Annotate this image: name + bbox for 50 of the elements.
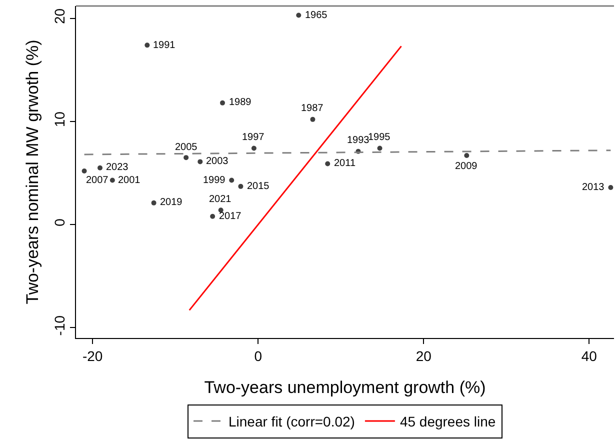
point — [608, 184, 614, 190]
annotation: 2017 — [219, 211, 242, 222]
y-tick-label: 0 — [51, 218, 68, 226]
point — [198, 159, 203, 164]
point — [377, 146, 382, 151]
point — [98, 165, 102, 170]
annotation: 2023 — [106, 162, 129, 173]
point — [238, 184, 244, 189]
annotation: 2007 — [86, 175, 109, 186]
annotation: 2003 — [206, 156, 229, 167]
annotation: 2013 — [582, 182, 605, 193]
annotation: 1965 — [305, 10, 328, 21]
annotation: 1989 — [229, 97, 252, 108]
annotation: 2021 — [209, 194, 232, 205]
point — [210, 214, 216, 219]
legend-label: Linear fit (corr=0.02) — [228, 413, 355, 430]
annotation: 2019 — [160, 197, 183, 208]
annotation: 2001 — [118, 175, 141, 186]
point — [82, 168, 87, 174]
y-tick-label: -10 — [51, 315, 68, 336]
annotation: 1995 — [368, 132, 391, 143]
point — [229, 178, 234, 183]
y-tick-label: 20 — [51, 8, 68, 24]
point — [151, 200, 156, 206]
point — [110, 178, 115, 183]
x-axis-title: Two-years unemployment growth (%) — [204, 378, 486, 398]
point — [464, 153, 470, 158]
point — [296, 12, 302, 18]
annotation: 1987 — [301, 103, 324, 114]
point — [325, 161, 330, 166]
x-tick-label: 0 — [254, 348, 262, 364]
x-tick-label: 40 — [581, 348, 598, 364]
point — [184, 155, 189, 160]
annotation: 2009 — [455, 161, 478, 172]
y-axis-title: Two-years nominal MW grwoth (%) — [22, 40, 42, 304]
annotation: 1993 — [347, 135, 370, 146]
y-tick-label: 10 — [51, 111, 68, 128]
annotation: 1997 — [242, 132, 265, 143]
point — [251, 146, 256, 151]
annotation: 2011 — [334, 158, 356, 169]
x-tick-label: 20 — [416, 348, 432, 364]
point — [220, 100, 225, 106]
legend-label: 45 degrees line — [400, 413, 496, 430]
point — [310, 116, 316, 122]
x-tick-label: -20 — [82, 348, 103, 364]
annotation: 1999 — [203, 175, 226, 186]
point — [144, 42, 150, 48]
annotation: 1991 — [153, 40, 176, 51]
annotation: 2015 — [247, 181, 270, 192]
annotation: 2005 — [175, 142, 198, 153]
